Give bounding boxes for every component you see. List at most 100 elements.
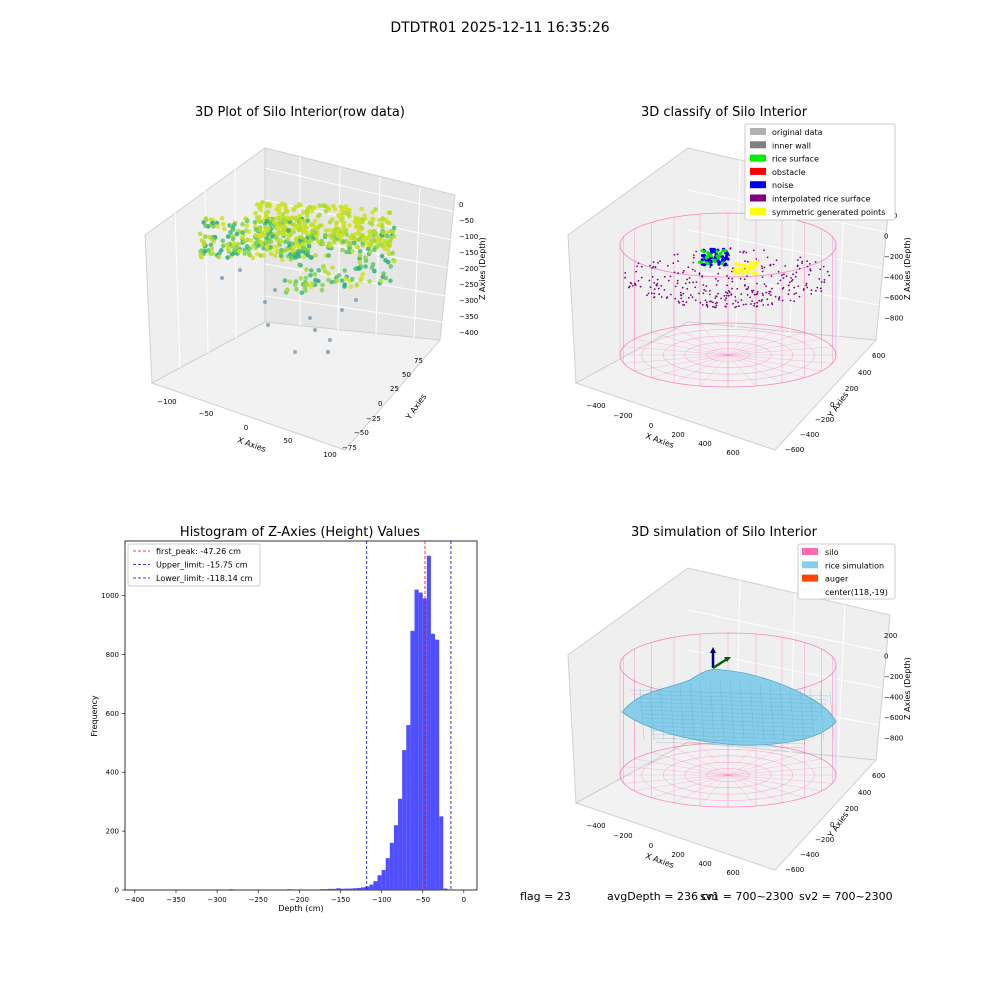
legend-label: inner wall (772, 141, 811, 150)
raw-point (377, 237, 383, 242)
interpolated-point (806, 286, 809, 289)
interpolated-point (739, 251, 741, 253)
interpolated-point (747, 286, 750, 288)
classify-y-tick: 0 (830, 401, 834, 409)
hist-bar (426, 555, 431, 890)
interpolated-point (777, 270, 780, 273)
interpolated-point (636, 265, 638, 268)
interpolated-point (761, 292, 764, 295)
hist-bar (344, 888, 349, 890)
sim-z-tick: −400 (884, 694, 903, 702)
classify-silo-floor-spoke (623, 346, 729, 356)
interpolated-point (734, 299, 737, 302)
interpolated-point (653, 296, 655, 299)
interpolated-point (806, 260, 808, 262)
raw-point (244, 217, 250, 223)
interpolated-point (682, 304, 684, 306)
rice-surface-mesh (641, 713, 819, 721)
interpolated-point (692, 281, 694, 284)
raw-point (297, 262, 302, 268)
surface-point (700, 260, 704, 264)
raw-point (347, 242, 353, 247)
interpolated-point (704, 299, 707, 302)
sim-z-tick: −200 (884, 673, 903, 681)
raw-point (301, 225, 306, 231)
raw-point (384, 233, 390, 239)
interpolated-point (809, 269, 812, 272)
classify-silo-floor-spoke (727, 327, 783, 356)
raw-point (281, 231, 286, 237)
interpolated-point (656, 282, 659, 285)
sim-silo-floor-spoke (699, 743, 729, 776)
interpolated-point (715, 295, 717, 298)
interpolated-point (731, 277, 733, 280)
raw-point (350, 233, 355, 238)
raw-point (266, 240, 272, 245)
raw-point (306, 243, 312, 249)
interpolated-point (756, 301, 759, 304)
raw-point (383, 275, 389, 281)
raw-point (304, 267, 309, 273)
interpolated-point (653, 292, 656, 295)
rice-surface-mesh (643, 717, 817, 725)
interpolated-point (781, 274, 783, 277)
surface-point (723, 249, 727, 253)
auger-y-head (724, 657, 731, 662)
hist-bar (406, 725, 411, 890)
hist-x-tick: −100 (372, 896, 391, 904)
interpolated-point (742, 251, 744, 254)
raw-point (376, 222, 382, 228)
interpolated-point (781, 287, 784, 290)
raw-point (240, 230, 245, 235)
interpolated-point (820, 290, 823, 292)
raw-point (360, 217, 366, 222)
raw-point (357, 227, 362, 233)
raw-point (215, 224, 221, 229)
raw-point (312, 230, 318, 236)
interpolated-point (686, 287, 689, 290)
raw-z-tick: −300 (459, 297, 478, 305)
raw-point (309, 281, 315, 286)
interpolated-point (725, 303, 728, 305)
interpolated-point (750, 303, 752, 305)
raw-point (390, 229, 396, 235)
interpolated-point (723, 294, 726, 297)
interpolated-point (680, 294, 683, 297)
interpolated-point (742, 303, 745, 306)
raw-point (220, 238, 226, 244)
raw-point (381, 271, 386, 276)
legend-label: noise (772, 181, 793, 190)
interpolated-point (781, 299, 784, 302)
raw-point (362, 237, 368, 243)
interpolated-point (677, 272, 679, 275)
raw-point (257, 202, 263, 208)
interpolated-point (762, 294, 764, 296)
classify-silo-floor-spoke (623, 354, 729, 364)
hist-x-tick: −200 (290, 896, 309, 904)
classify-x-tick: 200 (671, 431, 684, 439)
chart-classify: 3D classify of Silo Interior X Axies Y A… (567, 105, 912, 457)
raw-point (279, 247, 284, 253)
raw-z-tick: −100 (459, 233, 478, 241)
raw-y-tick: 75 (414, 357, 423, 365)
interpolated-point (694, 299, 697, 302)
interpolated-point (670, 293, 672, 296)
hist-bar (324, 889, 329, 890)
surface-point (716, 255, 721, 259)
interpolated-point (731, 287, 733, 290)
legend-label: rice simulation (825, 561, 884, 570)
raw-point (287, 279, 293, 285)
raw-point (370, 217, 376, 223)
interpolated-point (653, 282, 656, 284)
raw-point (354, 282, 360, 288)
raw-point (347, 207, 352, 213)
chart-classify-title: 3D classify of Silo Interior (641, 105, 808, 120)
rice-surface-mesh (689, 681, 695, 741)
raw-point (359, 233, 364, 239)
interpolated-point (765, 291, 768, 294)
classify-points (624, 247, 831, 309)
raw-point (339, 233, 345, 239)
sim-floor-pane (574, 741, 878, 871)
raw-point (293, 236, 299, 242)
interpolated-point (702, 292, 705, 295)
